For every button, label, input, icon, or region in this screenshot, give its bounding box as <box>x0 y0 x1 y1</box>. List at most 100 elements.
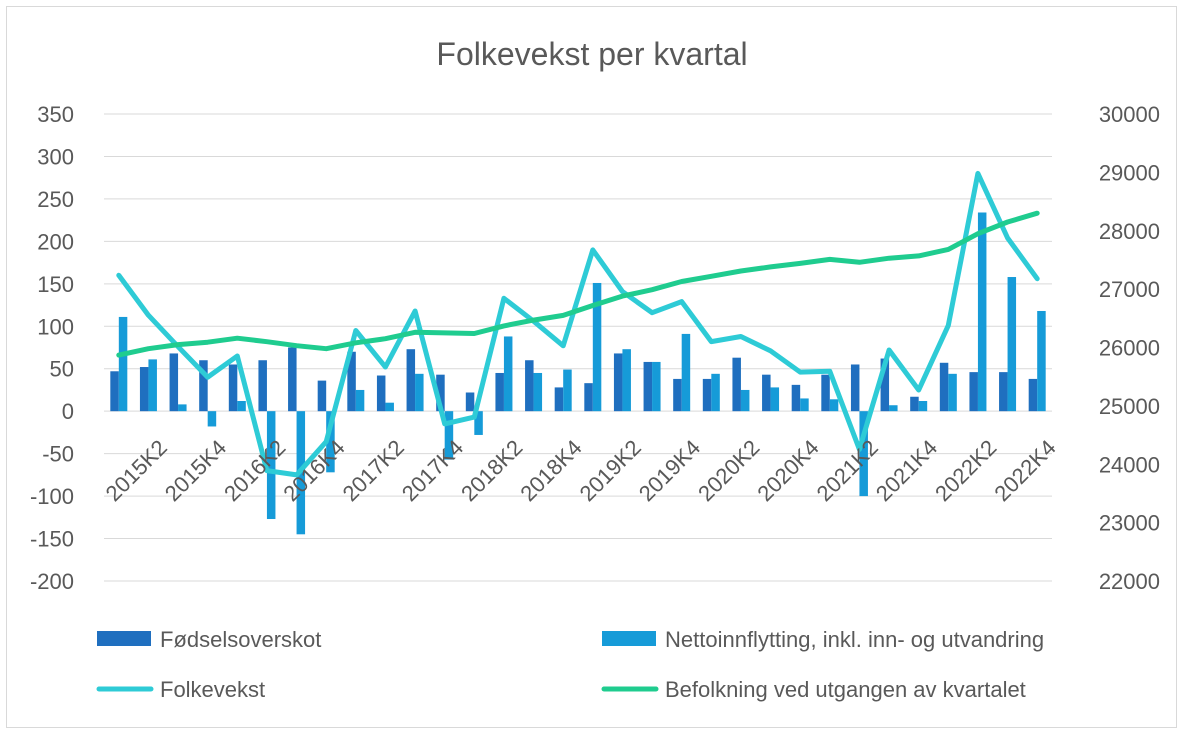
bar-nettoinnflytting <box>266 411 276 520</box>
bar-series <box>110 212 1046 535</box>
bar-fodselsoverskot <box>406 349 416 412</box>
x-tick-label: 2017K4 <box>397 435 468 506</box>
y-tick-label: 0 <box>62 399 74 424</box>
y2-tick-label: 30000 <box>1099 102 1160 127</box>
bar-nettoinnflytting <box>474 411 483 435</box>
bar-nettoinnflytting <box>770 387 780 412</box>
bar-fodselsoverskot <box>169 353 179 412</box>
x-tick-label: 2015K2 <box>101 435 172 506</box>
bar-fodselsoverskot <box>288 347 297 412</box>
bar-nettoinnflytting <box>533 372 543 412</box>
bar-fodselsoverskot <box>821 374 830 412</box>
bar-nettoinnflytting <box>859 411 868 497</box>
y2-tick-label: 24000 <box>1099 452 1160 477</box>
bar-fodselsoverskot <box>732 357 741 412</box>
bar-fodselsoverskot <box>643 361 653 412</box>
x-tick-label: 2017K2 <box>338 435 409 506</box>
bar-fodselsoverskot <box>999 372 1008 412</box>
legend-swatch <box>602 631 656 646</box>
bar-nettoinnflytting <box>800 398 809 412</box>
x-tick-label: 2022K4 <box>989 435 1060 506</box>
bar-fodselsoverskot <box>1028 378 1038 412</box>
x-tick-label: 2021K2 <box>812 435 883 506</box>
y2-tick-label: 25000 <box>1099 394 1160 419</box>
bar-fodselsoverskot <box>673 378 682 412</box>
legend-label: Befolkning ved utgangen av kvartalet <box>665 677 1026 702</box>
legend: Fødselsoverskot Nettoinnflytting, inkl. i… <box>96 627 1044 702</box>
bar-nettoinnflytting <box>355 389 365 412</box>
bar-fodselsoverskot <box>613 353 623 412</box>
y2-tick-label: 22000 <box>1099 569 1160 594</box>
line-befolkning <box>116 210 1040 358</box>
bar-fodselsoverskot <box>969 372 978 412</box>
x-tick-label: 2020K2 <box>693 435 764 506</box>
bar-fodselsoverskot <box>791 384 801 412</box>
chart-frame: Folkevekst per kvartal -200 -150 -100 -50 0 5… <box>6 6 1177 728</box>
bar-fodselsoverskot <box>850 364 860 412</box>
chart-title: Folkevekst per kvartal <box>436 36 747 72</box>
x-tick-label: 2020K4 <box>752 435 823 506</box>
x-tick-label: 2018K2 <box>456 435 527 506</box>
y-tick-label: 350 <box>37 102 74 127</box>
x-tick-label: 2016K4 <box>278 435 349 506</box>
y-tick-label: 150 <box>37 272 74 297</box>
x-tick-label: 2021K4 <box>871 435 942 506</box>
bar-fodselsoverskot <box>702 378 712 412</box>
bar-nettoinnflytting <box>977 212 987 412</box>
bar-nettoinnflytting <box>207 411 217 427</box>
x-tick-label: 2018K4 <box>515 435 586 506</box>
x-tick-label: 2022K2 <box>930 435 1001 506</box>
bar-fodselsoverskot <box>584 383 593 412</box>
bar-nettoinnflytting <box>652 361 661 412</box>
y-axis-right: 22000 23000 24000 25000 26000 27000 28000 29000… <box>1099 102 1160 594</box>
legend-label: Folkevekst <box>160 677 265 702</box>
bar-nettoinnflytting <box>918 400 928 412</box>
y-tick-label: 100 <box>37 314 74 339</box>
bar-nettoinnflytting <box>622 349 631 412</box>
bar-fodselsoverskot <box>376 375 386 412</box>
legend-label: Nettoinnflytting, inkl. inn- og utvandri… <box>665 627 1044 652</box>
bar-nettoinnflytting <box>326 411 335 473</box>
bar-nettoinnflytting <box>889 405 898 412</box>
y-tick-label: 50 <box>50 357 74 382</box>
y2-tick-label: 27000 <box>1099 277 1160 302</box>
bar-nettoinnflytting <box>148 359 157 412</box>
x-axis: 2015K22015K42016K22016K42017K22017K42018… <box>101 435 1061 506</box>
bar-fodselsoverskot <box>347 351 356 412</box>
x-tick-label: 2019K4 <box>634 435 705 506</box>
bar-fodselsoverskot <box>880 358 890 412</box>
bar-nettoinnflytting <box>237 400 246 412</box>
y-tick-label: -150 <box>30 527 74 552</box>
gridlines <box>104 113 1052 582</box>
bar-nettoinnflytting <box>711 373 720 412</box>
bar-fodselsoverskot <box>317 380 327 412</box>
bar-nettoinnflytting <box>178 404 187 412</box>
bar-nettoinnflytting <box>1037 310 1046 412</box>
y2-tick-label: 29000 <box>1099 160 1160 185</box>
legend-swatch <box>97 631 151 646</box>
bar-nettoinnflytting <box>444 411 454 460</box>
x-tick-label: 2015K4 <box>160 435 231 506</box>
bar-nettoinnflytting <box>681 333 691 412</box>
bar-nettoinnflytting <box>592 282 602 412</box>
bar-fodselsoverskot <box>495 372 504 412</box>
bar-fodselsoverskot <box>139 367 149 412</box>
bar-fodselsoverskot <box>228 364 238 412</box>
y-tick-label: 250 <box>37 187 74 212</box>
bar-fodselsoverskot <box>525 360 534 412</box>
bar-fodselsoverskot <box>554 387 564 412</box>
y-axis-left: -200 -150 -100 -50 0 50 100 150 200 250 300 350 <box>30 102 74 594</box>
bar-fodselsoverskot <box>910 396 919 412</box>
bar-fodselsoverskot <box>762 374 771 412</box>
bar-fodselsoverskot <box>939 362 949 412</box>
bar-nettoinnflytting <box>385 402 394 412</box>
y-tick-label: -50 <box>42 442 74 467</box>
y2-tick-label: 28000 <box>1099 219 1160 244</box>
y-tick-label: -100 <box>30 484 74 509</box>
line-folkevekst <box>116 170 1040 478</box>
bar-fodselsoverskot <box>110 371 119 412</box>
bar-nettoinnflytting <box>740 389 750 412</box>
bar-fodselsoverskot <box>199 360 208 412</box>
bar-nettoinnflytting <box>118 316 128 412</box>
bar-nettoinnflytting <box>415 373 424 412</box>
